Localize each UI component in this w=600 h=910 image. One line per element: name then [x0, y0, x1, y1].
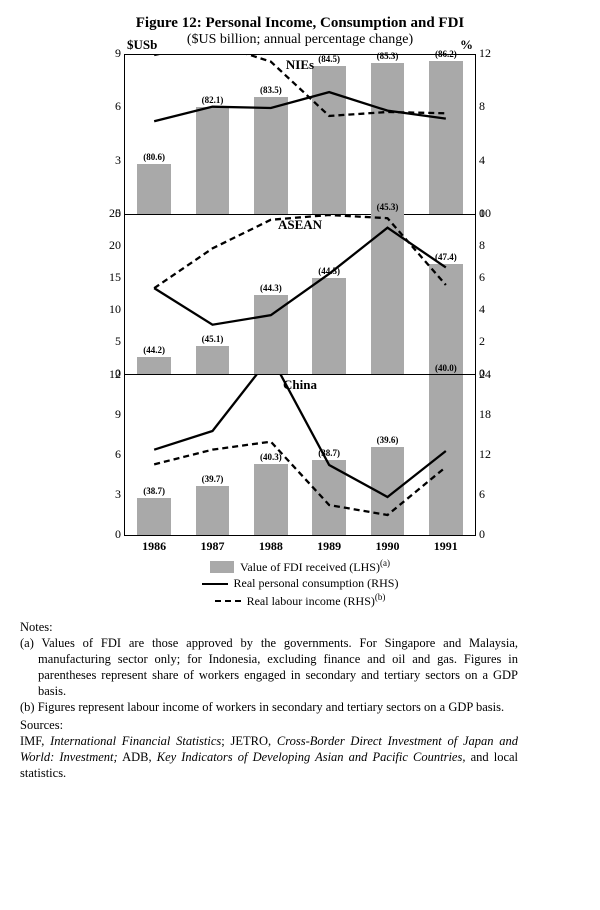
y-tick-left: 6	[93, 447, 125, 462]
chart-container: $USb % NIEs036904812(80.6)(82.1)(83.5)(8…	[124, 54, 476, 536]
y-tick-right: 18	[475, 407, 507, 422]
x-tick-label: 1986	[125, 536, 183, 554]
bar-annotation: (40.0)	[435, 363, 457, 373]
y-tick-right: 24	[475, 367, 507, 382]
y-tick-left: 5	[93, 334, 125, 349]
bar-annotation: (38.7)	[143, 486, 165, 496]
bar-annotation: (86.2)	[435, 49, 457, 59]
bar-annotation: (83.5)	[260, 85, 282, 95]
y-tick-left: 9	[93, 46, 125, 61]
bar	[312, 278, 346, 374]
bar-annotation: (82.1)	[202, 95, 224, 105]
bar	[254, 295, 288, 374]
panel-nies: NIEs036904812(80.6)(82.1)(83.5)(84.5)(85…	[125, 55, 475, 215]
x-axis: 198619871988198919901991	[125, 536, 475, 554]
bar	[254, 464, 288, 535]
bar	[196, 346, 230, 374]
sources-label: Sources:	[20, 717, 80, 733]
bar	[371, 447, 405, 535]
bar-annotation: (85.3)	[377, 51, 399, 61]
panel-asean: ASEAN05101520250246810(44.2)(45.1)(44.3)…	[125, 215, 475, 375]
legend-swatch-solid	[202, 583, 228, 585]
y-tick-right: 6	[475, 270, 507, 285]
bar-annotation: (80.6)	[143, 152, 165, 162]
panel-title: NIEs	[286, 57, 314, 73]
sources-text: IMF, International Financial Statistics;…	[20, 733, 518, 781]
x-tick-label: 1987	[183, 536, 241, 554]
y-tick-right: 8	[475, 99, 507, 114]
bar	[371, 63, 405, 214]
bar-annotation: (84.5)	[318, 54, 340, 64]
y-tick-right: 6	[475, 487, 507, 502]
note-a: (a) Values of FDI are those approved by …	[20, 635, 518, 699]
legend-label-solid: Real personal consumption (RHS)	[234, 576, 399, 591]
note-b: (b) Figures represent labour income of w…	[20, 699, 518, 715]
y-tick-left: 3	[93, 487, 125, 502]
bar-annotation: (39.6)	[377, 435, 399, 445]
y-tick-left: 12	[93, 367, 125, 382]
x-tick-label: 1988	[242, 536, 300, 554]
bar-annotation: (44.3)	[260, 283, 282, 293]
y-axis-left-label: $USb	[127, 37, 157, 53]
bar-annotation: (47.4)	[435, 252, 457, 262]
bar	[429, 61, 463, 214]
notes-block: Notes: (a) Values of FDI are those appro…	[20, 619, 580, 781]
panel-china: China03691206121824(38.7)(39.7)(40.3)(38…	[125, 375, 475, 535]
y-tick-right: 4	[475, 153, 507, 168]
y-tick-left: 20	[93, 238, 125, 253]
x-tick-label: 1990	[358, 536, 416, 554]
bar	[371, 214, 405, 374]
bar	[137, 498, 171, 535]
bar	[196, 107, 230, 214]
notes-label: Notes:	[20, 619, 80, 635]
y-tick-right: 4	[475, 302, 507, 317]
legend: Value of FDI received (LHS)(a) Real pers…	[125, 558, 475, 609]
bar	[429, 375, 463, 535]
bar	[254, 97, 288, 214]
y-tick-left: 25	[93, 206, 125, 221]
y-tick-left: 3	[93, 153, 125, 168]
legend-label-dashed: Real labour income (RHS)(b)	[247, 592, 386, 609]
y-tick-right: 8	[475, 238, 507, 253]
panel-title: ASEAN	[278, 217, 322, 233]
bar	[312, 66, 346, 214]
bar-annotation: (44.3)	[318, 266, 340, 276]
legend-swatch-bar	[210, 561, 234, 573]
bar	[196, 486, 230, 535]
bar-annotation: (40.3)	[260, 452, 282, 462]
panel-title: China	[283, 377, 317, 393]
y-tick-left: 10	[93, 302, 125, 317]
bar-annotation: (45.1)	[202, 334, 224, 344]
y-tick-right: 0	[475, 527, 507, 542]
y-tick-right: 10	[475, 206, 507, 221]
y-tick-left: 0	[93, 527, 125, 542]
bar	[137, 357, 171, 374]
bar-annotation: (39.7)	[202, 474, 224, 484]
legend-label-bar: Value of FDI received (LHS)(a)	[240, 558, 390, 575]
y-axis-right-label: %	[460, 37, 473, 53]
y-tick-left: 15	[93, 270, 125, 285]
legend-swatch-dashed	[215, 600, 241, 602]
y-tick-right: 2	[475, 334, 507, 349]
bar	[312, 460, 346, 535]
bar	[429, 264, 463, 374]
bar	[137, 164, 171, 214]
bar-annotation: (44.2)	[143, 345, 165, 355]
x-tick-label: 1991	[417, 536, 475, 554]
y-tick-left: 9	[93, 407, 125, 422]
y-tick-left: 6	[93, 99, 125, 114]
y-tick-right: 12	[475, 447, 507, 462]
y-tick-right: 12	[475, 46, 507, 61]
bar-annotation: (38.7)	[318, 448, 340, 458]
figure-title: Figure 12: Personal Income, Consumption …	[20, 15, 580, 32]
bar-annotation: (45.3)	[377, 202, 399, 212]
x-tick-label: 1989	[300, 536, 358, 554]
